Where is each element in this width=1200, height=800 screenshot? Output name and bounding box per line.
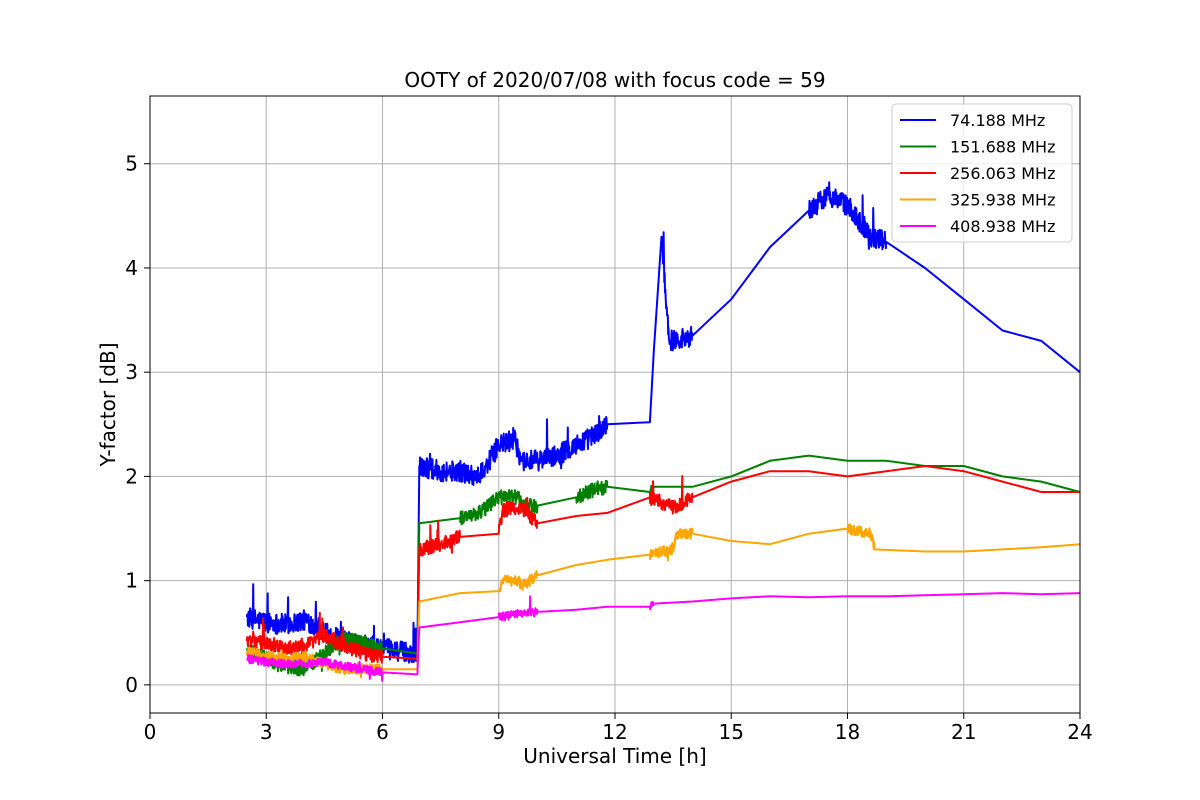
legend-label: 325.938 MHz — [950, 191, 1055, 210]
x-tick-label: 9 — [492, 720, 505, 744]
y-tick-label: 0 — [125, 673, 138, 697]
x-tick-label: 3 — [260, 720, 273, 744]
legend-label: 151.688 MHz — [950, 138, 1055, 157]
legend-box — [891, 103, 1073, 243]
x-tick-label: 15 — [719, 720, 744, 744]
legend-label: 256.063 MHz — [950, 164, 1055, 183]
y-tick-label: 1 — [125, 569, 138, 593]
y-axis-label: Y-factor [dB] — [96, 342, 120, 467]
x-tick-label: 6 — [376, 720, 389, 744]
y-tick-label: 4 — [125, 256, 138, 280]
series-lines — [245, 181, 1081, 682]
x-tick-label: 24 — [1067, 720, 1092, 744]
y-tick-label: 2 — [125, 464, 138, 488]
x-axis-label: Universal Time [h] — [523, 744, 706, 768]
x-tick-label: 0 — [144, 720, 157, 744]
series-line — [245, 181, 1081, 664]
legend: 74.188 MHz 151.688 MHz 256.063 MHz 325.938 … — [891, 103, 1073, 243]
y-tick-label: 5 — [125, 152, 138, 176]
series-line — [245, 465, 1080, 664]
chart-title: OOTY of 2020/07/08 with focus code = 59 — [404, 68, 825, 92]
x-tick-label: 18 — [835, 720, 860, 744]
y-tick-label: 3 — [125, 360, 138, 384]
legend-label: 74.188 MHz — [950, 111, 1045, 130]
legend-label: 408.938 MHz — [950, 217, 1055, 236]
series-line — [246, 592, 1081, 682]
x-tick-label: 21 — [951, 720, 976, 744]
x-tick-label: 12 — [602, 720, 627, 744]
